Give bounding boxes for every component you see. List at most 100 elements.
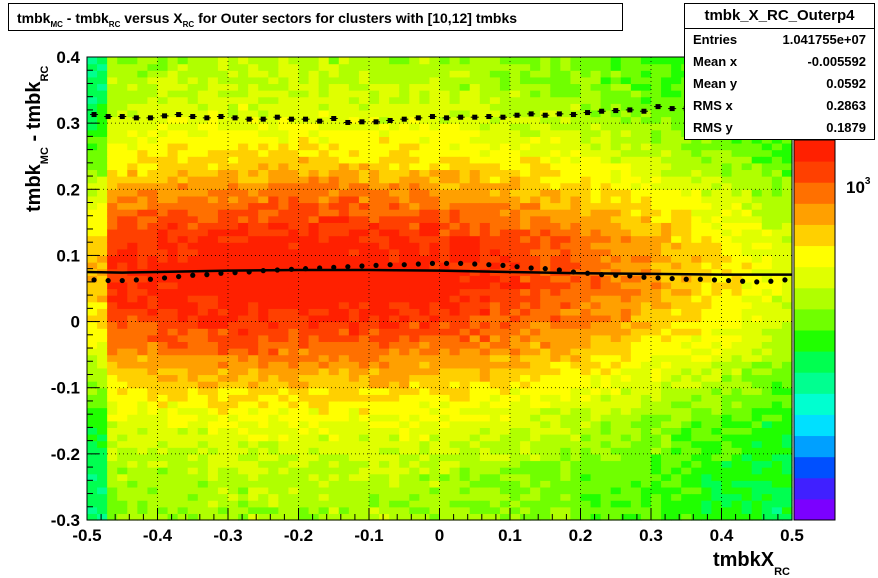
heatmap-cell xyxy=(469,83,481,91)
heatmap-cell xyxy=(348,209,360,217)
heatmap-cell xyxy=(711,314,723,323)
heatmap-cell xyxy=(661,76,672,85)
heatmap-cell xyxy=(328,90,340,98)
heatmap-cell xyxy=(177,314,189,323)
heatmap-cell xyxy=(217,400,229,409)
heatmap-cell xyxy=(278,90,290,98)
heatmap-cell xyxy=(197,156,209,164)
heatmap-cell xyxy=(510,301,521,309)
heatmap-cell xyxy=(318,262,330,270)
heatmap-cell xyxy=(308,222,320,230)
heatmap-cell xyxy=(429,202,441,210)
heatmap-cell xyxy=(771,301,783,309)
heatmap-cell xyxy=(127,341,138,349)
heatmap-cell xyxy=(87,301,98,309)
heatmap-cell xyxy=(358,480,370,488)
heatmap-cell xyxy=(167,321,179,329)
heatmap-cell xyxy=(781,235,793,243)
heatmap-cell xyxy=(681,334,692,343)
heatmap-cell xyxy=(137,182,149,190)
heatmap-cell xyxy=(348,156,360,164)
heatmap-cell xyxy=(610,103,622,111)
heatmap-cell xyxy=(217,209,229,217)
heatmap-cell xyxy=(630,341,642,349)
heatmap-cell xyxy=(449,506,461,514)
heatmap-cell xyxy=(721,281,733,290)
heatmap-cell xyxy=(187,361,199,369)
heatmap-cell xyxy=(721,222,733,230)
heatmap-cell xyxy=(248,480,259,488)
heatmap-cell xyxy=(157,70,169,78)
heatmap-cell xyxy=(771,361,783,369)
heatmap-cell xyxy=(308,414,320,422)
heatmap-cell xyxy=(671,354,682,362)
heatmap-cell xyxy=(771,447,783,455)
heatmap-cell xyxy=(479,248,491,257)
heatmap-cell xyxy=(107,513,118,521)
heatmap-cell xyxy=(389,460,400,468)
heatmap-cell xyxy=(358,235,370,243)
heatmap-cell xyxy=(137,513,149,521)
heatmap-cell xyxy=(369,361,380,369)
heatmap-cell xyxy=(207,281,219,290)
heatmap-cell xyxy=(87,348,98,356)
heatmap-cell xyxy=(97,314,108,323)
heatmap-cell xyxy=(298,169,310,177)
heatmap-cell xyxy=(550,374,561,382)
heatmap-cell xyxy=(348,83,360,91)
heatmap-cell xyxy=(298,156,310,164)
heatmap-cell xyxy=(409,90,420,98)
heatmap-cell xyxy=(167,295,179,303)
heatmap-cell xyxy=(550,76,561,85)
heatmap-cell xyxy=(701,308,713,316)
heatmap-cell xyxy=(560,103,572,111)
heatmap-cell xyxy=(338,123,350,131)
heatmap-cell xyxy=(510,414,521,422)
heatmap-cell xyxy=(479,176,491,184)
heatmap-cell xyxy=(530,288,541,296)
heatmap-cell xyxy=(751,400,763,409)
heatmap-cell xyxy=(449,367,461,376)
heatmap-cell xyxy=(298,506,310,514)
heatmap-cell xyxy=(399,169,410,177)
heatmap-cell xyxy=(560,295,572,303)
heatmap-cell xyxy=(107,242,118,250)
heatmap-cell xyxy=(348,400,360,409)
heatmap-cell xyxy=(157,189,169,197)
heatmap-cell xyxy=(741,301,753,309)
heatmap-cell xyxy=(338,367,350,376)
heatmap-cell xyxy=(479,314,491,323)
heatmap-cell xyxy=(560,176,572,184)
heatmap-cell xyxy=(268,169,279,177)
heatmap-cell xyxy=(137,486,149,495)
heatmap-cell xyxy=(510,142,521,151)
heatmap-cell xyxy=(389,76,400,85)
heatmap-cell xyxy=(177,493,189,501)
heatmap-cell xyxy=(520,453,531,462)
heatmap-cell xyxy=(751,361,763,369)
heatmap-cell xyxy=(651,116,662,124)
heatmap-cell xyxy=(358,182,370,190)
heatmap-cell xyxy=(489,486,501,495)
heatmap-cell xyxy=(671,480,682,488)
heatmap-cell xyxy=(157,142,169,151)
heatmap-cell xyxy=(731,235,743,243)
heatmap-cell xyxy=(439,367,451,376)
heatmap-cell xyxy=(137,348,149,356)
heatmap-cell xyxy=(338,361,350,369)
heatmap-cell xyxy=(439,248,451,257)
heatmap-cell xyxy=(691,301,702,309)
heatmap-cell xyxy=(560,434,572,442)
heatmap-cell xyxy=(489,381,501,389)
heatmap-cell xyxy=(238,235,249,243)
heatmap-cell xyxy=(268,414,279,422)
heatmap-cell xyxy=(499,513,511,521)
heatmap-cell xyxy=(157,513,169,521)
heatmap-cell xyxy=(771,387,783,395)
heatmap-cell xyxy=(721,513,733,521)
heatmap-cell xyxy=(358,295,370,303)
heatmap-cell xyxy=(369,453,380,462)
heatmap-cell xyxy=(308,136,320,144)
heatmap-cell xyxy=(348,189,360,197)
heatmap-cell xyxy=(610,427,622,435)
